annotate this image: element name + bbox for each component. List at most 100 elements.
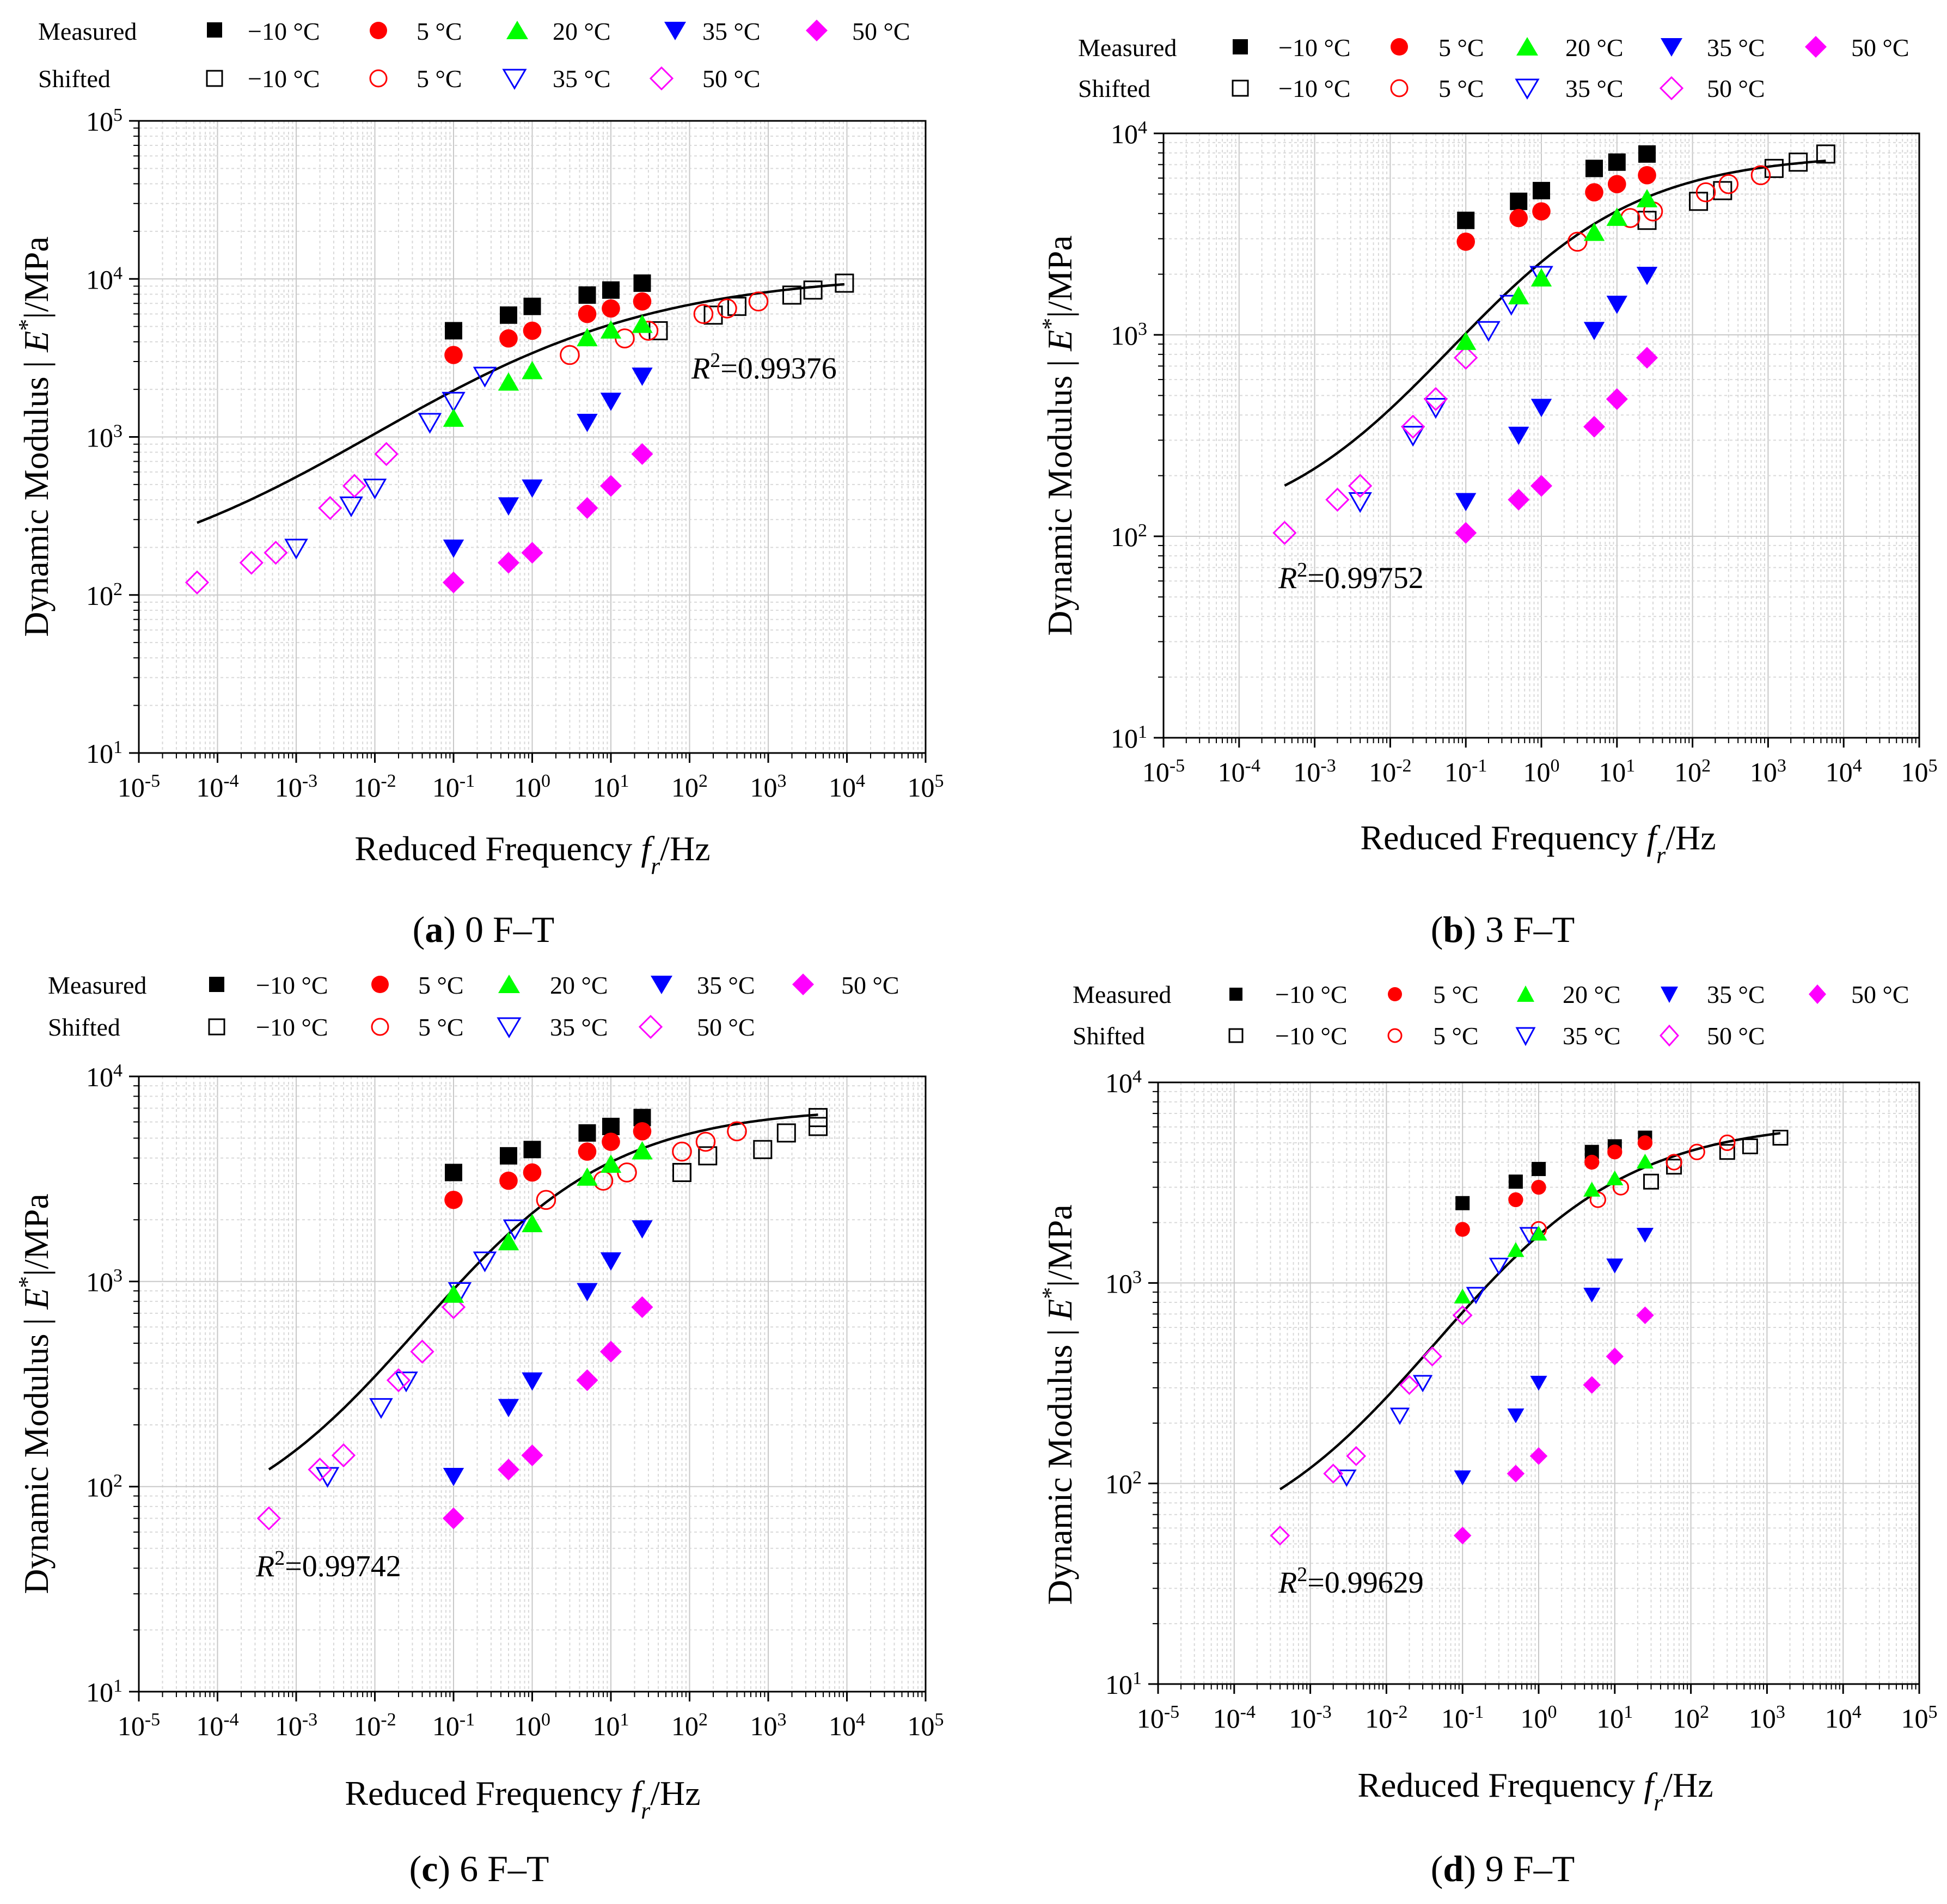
legend-temp-20: 20 °C [553, 17, 611, 45]
y-ticks-c: 101 102 103 104 [86, 1061, 139, 1707]
legend-shifted-temp-35: 35 °C [553, 65, 611, 93]
measured-t5-point [1531, 1179, 1546, 1195]
legend-marker-t5-shifted [371, 1018, 389, 1036]
shifted-t5-point [727, 1121, 747, 1142]
measured-t20-point [1508, 286, 1529, 304]
y-tick-label: 103 [1105, 1267, 1142, 1299]
measured-t35-point [1583, 1288, 1601, 1303]
shifted-t35-point [442, 391, 466, 413]
x-tick-label: 10-2 [1365, 1702, 1407, 1734]
caption-b: (b) 3 F–T [1431, 909, 1575, 950]
measured-m10-point [602, 281, 620, 299]
legend-temp-50: 50 °C [1851, 34, 1909, 62]
y-tick-label: 102 [86, 1471, 123, 1503]
x-tick-label: 10-4 [1218, 756, 1260, 788]
measured-t35-point [1636, 1228, 1654, 1243]
measured-t50-point [1606, 388, 1628, 410]
shifted-t35-point [1337, 1470, 1357, 1487]
x-tick-label: 10-5 [118, 1710, 160, 1742]
x-tick-label: 10-3 [1293, 756, 1336, 788]
measured-t35-point [522, 479, 543, 498]
shifted-m10-point [672, 1162, 691, 1182]
shifted-m10-point [835, 273, 854, 293]
measured-t5-point [499, 329, 518, 348]
legend-shifted-temp-50: 50 °C [1707, 75, 1765, 102]
measured-t20-point [1636, 1153, 1654, 1169]
shifted-t5-point [693, 304, 714, 324]
measured-t20-point [1530, 1226, 1547, 1241]
legend-marker-t5-measured [371, 976, 389, 993]
measured-t20-point [443, 408, 464, 427]
legend-d: Measured Shifted −10 °C 5 °C 20 °C 35 °C… [1073, 981, 1909, 1050]
legend-marker-m10-measured [1229, 988, 1242, 1001]
measured-m10-point [500, 1147, 518, 1165]
x-ticks-c: 10-5 10-4 10-3 10-2 10-1 100 101 102 103 104 105 [118, 1692, 944, 1741]
legend-measured-label: Measured [38, 17, 137, 45]
panel-d: Measured Shifted −10 °C 5 °C 20 °C 35 °C… [1037, 981, 1938, 1889]
measured-t50-point [600, 475, 622, 497]
measured-t20-point [600, 320, 622, 339]
measured-t35-point [577, 1283, 598, 1302]
measured-t5-point [1508, 1192, 1523, 1208]
legend-measured-label: Measured [48, 971, 146, 999]
legend-marker-t50-measured [792, 974, 814, 995]
measured-m10-point [445, 1164, 462, 1181]
measured-t50-point [1455, 522, 1477, 544]
shifted-t5-point [1688, 1143, 1705, 1160]
measured-m10-point [1508, 1174, 1523, 1189]
shifted-t50-point [185, 570, 210, 595]
data-marks-c [256, 1108, 828, 1530]
shifted-t50-point [1348, 474, 1373, 498]
x-tick-label: 104 [829, 1710, 865, 1742]
shifted-m10-point [1742, 1138, 1758, 1154]
x-tick-label: 101 [1599, 756, 1635, 788]
fit-curve-b [1284, 160, 1826, 487]
measured-t35-point [498, 1399, 519, 1417]
measured-t35-point [1636, 267, 1658, 285]
y-axis-label-b: Dynamic Modulus | E*|/MPa [1037, 235, 1080, 636]
legend-marker-t5-shifted [1387, 1028, 1403, 1043]
data-marks-a [185, 273, 854, 595]
measured-t20-point [577, 328, 598, 347]
legend-measured-label: Measured [1073, 981, 1171, 1008]
fit-curve-a [197, 283, 845, 524]
shifted-t35-point [1529, 266, 1553, 287]
legend-marker-m10-shifted [1232, 79, 1249, 97]
y-tick-label: 104 [1105, 1067, 1142, 1099]
measured-t5-point [578, 304, 597, 323]
legend-measured-label: Measured [1078, 34, 1177, 62]
shifted-t35-point [363, 479, 387, 500]
y-ticks-b: 101 102 103 104 [1111, 118, 1164, 754]
x-tick-label: 100 [1521, 1702, 1557, 1734]
fit-curve-d [1279, 1131, 1781, 1491]
legend-marker-t35-shifted [1515, 78, 1540, 100]
x-ticks-d: 10-5 10-4 10-3 10-2 10-1 100 101 102 103 104 105 [1137, 1684, 1938, 1734]
legend-shifted-temp-m10: −10 °C [256, 1013, 328, 1041]
shifted-m10-point [809, 1108, 828, 1128]
legend-marker-t5-shifted [1390, 79, 1409, 97]
measured-t50-point [498, 1459, 520, 1481]
shifted-t5-point [536, 1190, 556, 1210]
measured-t35-point [1583, 322, 1605, 340]
measured-t35-point [498, 497, 519, 516]
plot-area-b: 10-5 10-4 10-3 10-2 10-1 100 101 102 103 104 105 1… [1111, 118, 1938, 788]
legend-marker-t35-measured [664, 22, 686, 40]
legend-shifted-temp-5: 5 °C [1438, 75, 1484, 102]
y-tick-label: 101 [1105, 1668, 1142, 1700]
y-ticks-a: 101 102 103 104 105 [86, 105, 139, 769]
legend-marker-t20-measured [498, 975, 520, 993]
y-ticks-d: 101 102 103 104 [1105, 1067, 1158, 1700]
shifted-t5-point [1750, 165, 1771, 186]
measured-m10-point [1532, 1162, 1546, 1177]
legend-shifted-label: Shifted [1073, 1022, 1145, 1050]
shifted-t5-point [748, 291, 769, 311]
y-tick-label: 102 [1111, 521, 1147, 553]
shifted-t50-point [1423, 387, 1448, 412]
measured-t50-point [521, 542, 543, 564]
measured-t50-point [443, 1507, 464, 1529]
legend-marker-t35-measured [651, 976, 672, 994]
plot-area-c: 10-5 10-4 10-3 10-2 10-1 100 101 102 103 104 105 1… [86, 1061, 944, 1742]
x-tick-label: 102 [1674, 756, 1711, 788]
x-tick-label: 103 [750, 1710, 787, 1742]
measured-t35-point [1507, 1408, 1524, 1424]
